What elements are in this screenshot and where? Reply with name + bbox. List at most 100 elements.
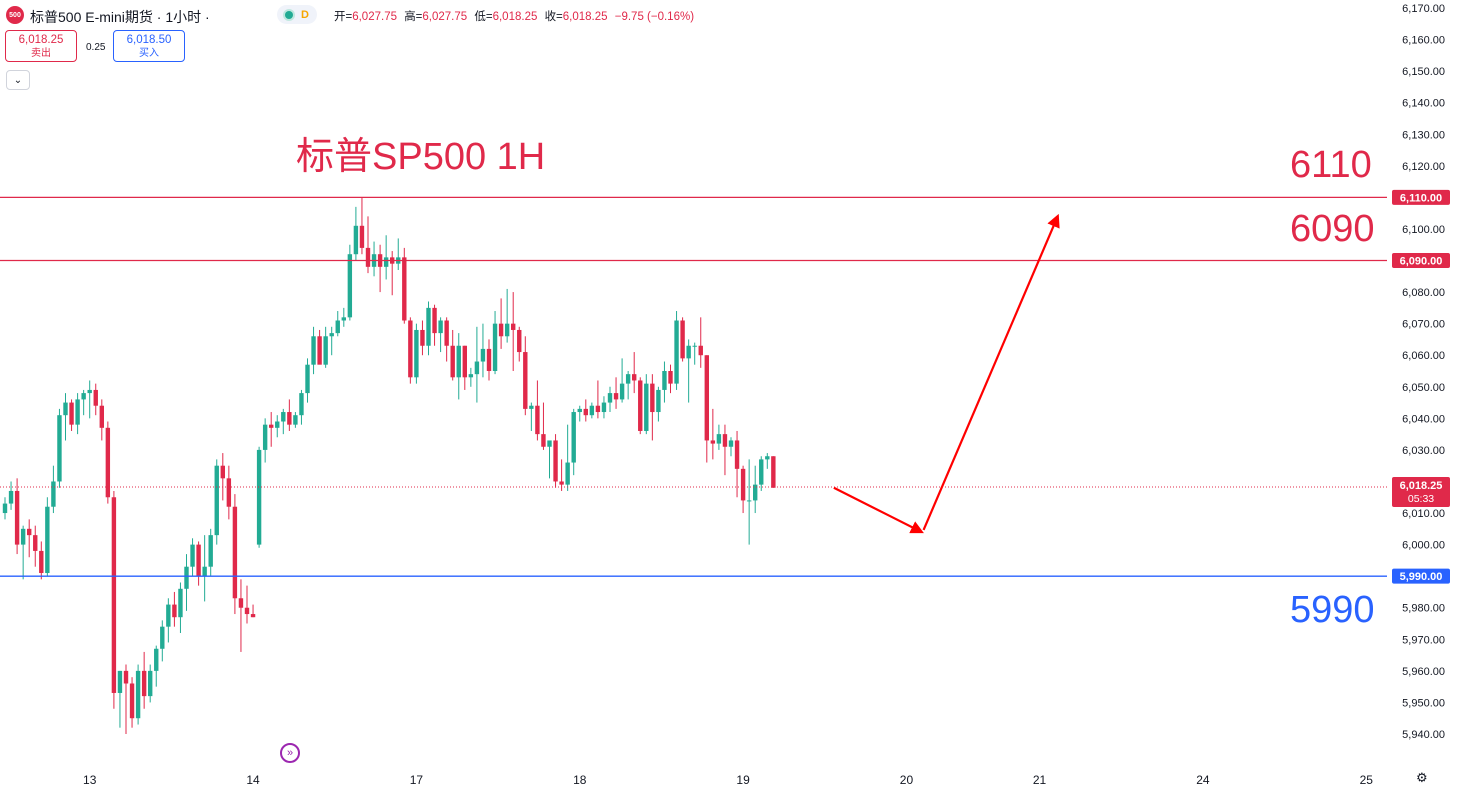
candle-body — [220, 465, 225, 479]
time-tick-label: 20 — [900, 773, 914, 787]
candle-body — [480, 348, 486, 362]
candle-body — [27, 528, 32, 536]
price-tick-label: 6,170.00 — [1402, 3, 1445, 15]
candle-body — [123, 670, 129, 684]
candle-body — [650, 383, 655, 413]
candle-body — [414, 329, 419, 378]
time-tick-label: 19 — [736, 773, 750, 787]
candle-body — [232, 506, 238, 599]
replay-play-icon[interactable]: » — [280, 743, 300, 763]
time-tick-label: 21 — [1033, 773, 1047, 787]
ohlc-low-value: 6,018.25 — [492, 11, 538, 23]
chart-annotation-title: 标普SP500 1H — [296, 136, 546, 178]
candle-body — [208, 535, 213, 567]
price-tick-label: 6,010.00 — [1402, 508, 1445, 520]
ohlc-change-value: −9.75 (−0.16%) — [614, 11, 695, 23]
candle-body — [432, 307, 437, 334]
market-open-dot-icon — [285, 10, 294, 19]
price-tick-label: 6,120.00 — [1402, 161, 1445, 173]
candle-body — [111, 497, 117, 693]
candle-body — [75, 399, 80, 425]
price-tick-label: 6,130.00 — [1402, 129, 1445, 141]
price-tick-label: 5,960.00 — [1402, 666, 1445, 678]
candle-body — [740, 468, 746, 501]
time-axis: 13 14 17 18 19 20 21 24 25 — [83, 773, 1373, 787]
candle-body — [765, 456, 770, 460]
candle-body — [329, 333, 334, 337]
candle-body — [704, 355, 709, 441]
candle-body — [178, 588, 183, 618]
price-tick-label: 6,100.00 — [1402, 224, 1445, 236]
candle-body — [728, 440, 734, 447]
candle-body — [141, 670, 147, 697]
candle-body — [323, 336, 328, 365]
ohlc-low-label: 低= — [474, 11, 493, 23]
candle-body — [196, 544, 201, 577]
candle-body — [698, 345, 703, 356]
price-axis: 6,170.00 6,160.00 6,150.00 6,140.00 6,130.00… — [1392, 3, 1450, 741]
time-tick-label: 18 — [573, 773, 587, 787]
symbol-logo-icon[interactable]: 500 — [6, 6, 24, 24]
candle-body — [535, 405, 540, 435]
candle-body — [595, 405, 601, 413]
candle-body — [87, 389, 92, 394]
candle-body — [63, 402, 68, 416]
price-tick-label: 6,140.00 — [1402, 98, 1445, 110]
candle-body — [722, 434, 728, 447]
candle-body — [93, 389, 98, 406]
projection-arrow-down — [833, 486, 924, 534]
collapse-legend-button[interactable]: ⌄ — [6, 70, 30, 90]
candle-body — [771, 456, 776, 488]
time-tick-label: 17 — [410, 773, 424, 787]
candle-body — [656, 389, 661, 413]
price-tick-label: 6,040.00 — [1402, 413, 1445, 425]
candle-body — [601, 402, 607, 413]
sell-button[interactable]: 6,018.25 卖出 — [5, 30, 77, 62]
candle-body — [759, 459, 764, 485]
candle-body — [281, 412, 286, 422]
candle-body — [347, 254, 353, 318]
time-tick-label: 24 — [1196, 773, 1210, 787]
candle-body — [686, 345, 691, 359]
price-badge-label: 5,990.00 — [1400, 571, 1443, 583]
candle-body — [45, 506, 50, 574]
symbol-title[interactable]: 标普500 E-mini期货 · 1小时 · — [30, 9, 210, 25]
candle-body — [662, 371, 667, 390]
price-tick-label: 6,160.00 — [1402, 35, 1445, 47]
market-status-pill[interactable]: D — [277, 5, 317, 24]
candle-body — [553, 440, 558, 482]
candle-body — [148, 670, 153, 697]
ohlc-close-label: 收= — [544, 11, 563, 23]
level-label-6110: 6110 — [1290, 144, 1372, 186]
candle-body — [226, 478, 232, 507]
candle-body — [541, 434, 546, 447]
candle-body — [269, 424, 274, 428]
candle-body — [238, 598, 244, 608]
candle-body — [529, 405, 534, 409]
chevron-down-icon: ⌄ — [13, 74, 23, 86]
candle-body — [305, 364, 310, 394]
buy-button[interactable]: 6,018.50 买入 — [113, 30, 185, 62]
candle-body — [275, 421, 280, 428]
candle-body — [244, 607, 250, 615]
candle-body — [262, 424, 268, 450]
candle-body — [311, 336, 316, 365]
price-badge — [1392, 189, 1450, 205]
settings-gear-icon[interactable]: ⚙ — [1416, 770, 1428, 785]
chart-header: 500 标普500 E-mini期货 · 1小时 · D 开=6,027.75 … — [0, 0, 1385, 30]
price-tick-label: 6,080.00 — [1402, 287, 1445, 299]
candle-body — [625, 374, 631, 384]
candle-body — [365, 247, 371, 267]
candle-body — [710, 440, 716, 444]
countdown-label: 05:33 — [1408, 493, 1434, 505]
candle-body — [504, 323, 510, 337]
buy-label: 买入 — [139, 48, 159, 59]
candle-body — [511, 323, 516, 330]
levels-layer — [0, 196, 1387, 577]
candle-body — [577, 408, 582, 413]
sell-label: 卖出 — [31, 48, 51, 59]
candle-body — [734, 440, 740, 469]
candle-body — [498, 323, 504, 337]
candle-body — [420, 329, 425, 346]
